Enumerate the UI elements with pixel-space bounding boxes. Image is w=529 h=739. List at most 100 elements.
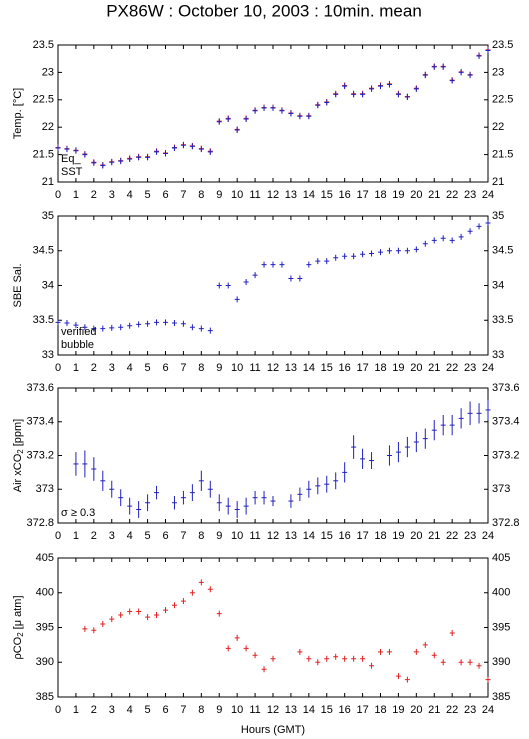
x-tick-label: 22 [446, 704, 458, 716]
point [109, 616, 115, 623]
y-axis-label: ρCO2 [μ atm] [12, 595, 25, 659]
point [279, 261, 285, 268]
y-tick-label: 22.5 [33, 94, 54, 106]
point [252, 272, 258, 279]
x-tick-label: 17 [356, 189, 368, 201]
point [413, 85, 419, 92]
x-tick-label: 18 [374, 189, 386, 201]
point [234, 296, 240, 303]
point [225, 645, 231, 652]
x-tick-label: 16 [339, 530, 351, 542]
x-tick-label: 9 [216, 362, 222, 374]
x-tick-label: 6 [162, 362, 168, 374]
point [440, 659, 446, 666]
point [449, 630, 455, 637]
x-tick-label: 13 [285, 362, 297, 374]
point [440, 63, 446, 70]
y-tick-label: 373.6 [26, 382, 54, 394]
x-tick-label: 6 [162, 704, 168, 716]
point [485, 219, 491, 226]
x-tick-label: 23 [464, 530, 476, 542]
y-tick-label: 373.4 [492, 416, 520, 428]
x-tick-label: 20 [410, 189, 422, 201]
point [127, 608, 133, 615]
point [225, 115, 231, 122]
x-tick-label: 1 [73, 704, 79, 716]
x-tick-label: 5 [145, 704, 151, 716]
x-tick-label: 19 [392, 189, 404, 201]
point [324, 258, 330, 265]
point [91, 159, 97, 166]
y-tick-label: 23 [492, 66, 504, 78]
x-tick-label: 20 [410, 704, 422, 716]
x-tick-label: 16 [339, 362, 351, 374]
point [476, 662, 482, 669]
point [109, 159, 115, 166]
y-tick-label: 400 [36, 587, 54, 599]
x-tick-label: 17 [356, 704, 368, 716]
y-tick-label: 22.5 [492, 94, 513, 106]
point [476, 52, 482, 59]
y-tick-label: 21 [42, 176, 54, 188]
point [324, 99, 330, 106]
y-tick-label: 35 [492, 210, 504, 222]
y-tick-label: 23 [42, 66, 54, 78]
point [189, 589, 195, 596]
point [378, 648, 383, 655]
y-tick-label: 395 [36, 621, 54, 633]
y-axis-label: SBE Sal. [12, 263, 24, 307]
point [360, 251, 366, 258]
point [485, 47, 491, 54]
y-tick-label: 385 [36, 691, 54, 703]
point [297, 648, 303, 655]
x-tick-label: 12 [267, 704, 279, 716]
y-tick-label: 385 [492, 691, 510, 703]
x-tick-label: 14 [303, 189, 315, 201]
point [306, 113, 312, 120]
point [369, 85, 375, 92]
point [369, 250, 375, 257]
point [458, 233, 464, 240]
x-tick-label: 3 [109, 704, 115, 716]
y-tick-label: 372.8 [26, 517, 54, 529]
x-tick-label: 12 [267, 362, 279, 374]
x-tick-label: 7 [180, 189, 186, 201]
y-tick-label: 373 [36, 483, 54, 495]
x-tick-label: 8 [198, 189, 204, 201]
x-tick-label: 2 [91, 362, 97, 374]
point [404, 247, 410, 254]
legend-entry: σ ≥ 0.3 [61, 507, 95, 519]
point [163, 607, 168, 614]
x-tick-label: 7 [180, 530, 186, 542]
page-title: PX86W : October 10, 2003 : 10min. mean [106, 1, 422, 20]
point [207, 586, 213, 593]
x-tick-label: 17 [356, 362, 368, 374]
x-tick-label: 24 [482, 189, 494, 201]
y-tick-label: 22 [42, 121, 54, 133]
point [342, 83, 348, 90]
point [180, 320, 186, 327]
legend-entry: SST [61, 166, 83, 178]
y-tick-label: 373.2 [492, 449, 520, 461]
x-tick-label: 0 [55, 704, 61, 716]
y-tick-label: 34 [492, 279, 504, 291]
x-tick-label: 22 [446, 530, 458, 542]
x-tick-label: 9 [216, 704, 222, 716]
point [315, 102, 321, 109]
point [234, 126, 240, 133]
x-tick-label: 16 [339, 189, 351, 201]
point [395, 91, 401, 98]
x-tick-label: 21 [428, 189, 440, 201]
point [476, 223, 482, 230]
point [225, 282, 231, 289]
x-tick-label: 10 [231, 189, 243, 201]
point [413, 246, 419, 253]
point [386, 648, 392, 655]
x-tick-label: 21 [428, 530, 440, 542]
point [378, 83, 383, 90]
x-tick-label: 5 [145, 362, 151, 374]
x-tick-label: 9 [216, 189, 222, 201]
y-tick-label: 34.5 [492, 245, 513, 257]
y-tick-label: 33.5 [492, 314, 513, 326]
point [207, 327, 213, 334]
